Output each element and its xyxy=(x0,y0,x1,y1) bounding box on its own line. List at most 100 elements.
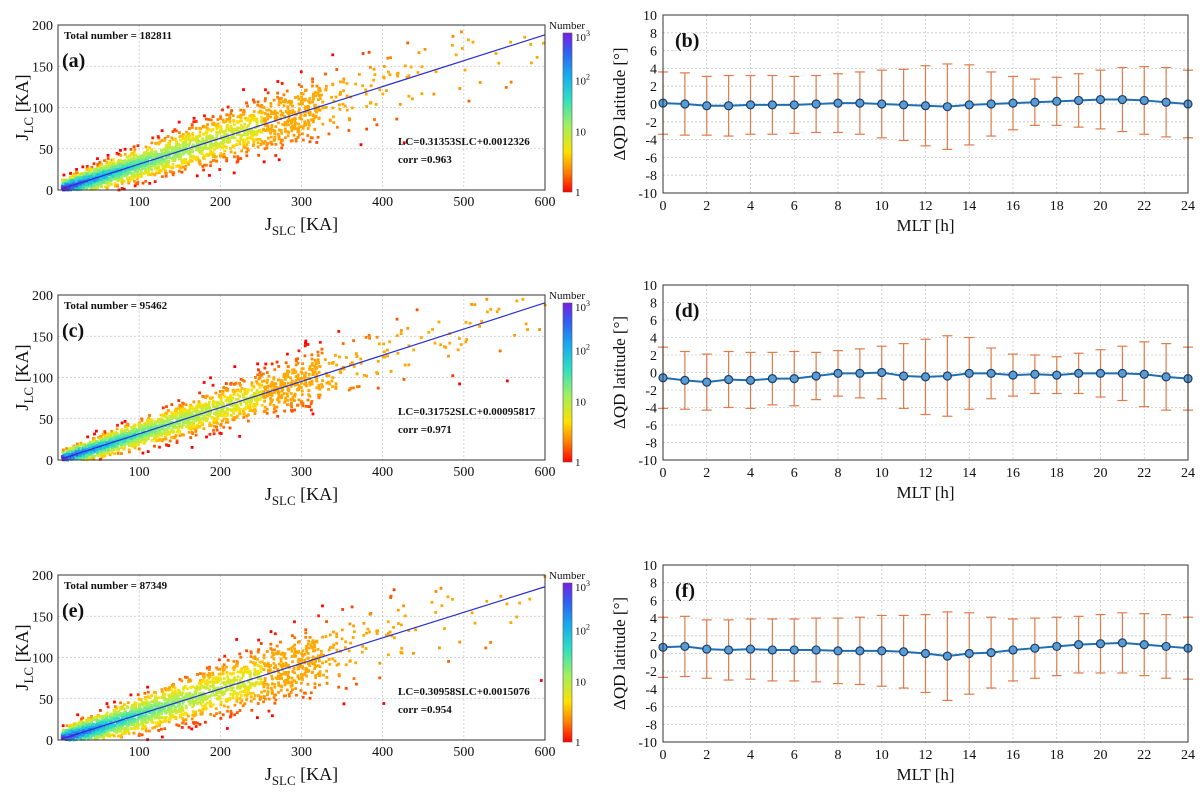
density-cell xyxy=(332,115,335,119)
density-cell xyxy=(307,111,311,115)
total-number-label: Total number = 182811 xyxy=(64,30,172,42)
density-cell xyxy=(277,365,281,368)
density-cell xyxy=(96,443,100,447)
density-cell xyxy=(204,142,208,146)
density-cell xyxy=(137,442,140,446)
density-cell xyxy=(194,120,198,123)
density-cell xyxy=(164,149,168,153)
density-cell xyxy=(61,731,65,735)
density-cell xyxy=(266,394,269,398)
density-cell xyxy=(154,439,158,443)
density-cell xyxy=(160,156,164,160)
density-cell xyxy=(345,94,349,98)
density-cell xyxy=(90,185,94,189)
density-cell xyxy=(255,381,259,385)
colorbar xyxy=(562,32,573,193)
density-cell xyxy=(230,126,234,130)
density-cell xyxy=(377,342,381,346)
density-cell xyxy=(143,429,146,432)
density-cell xyxy=(209,409,213,413)
density-cell xyxy=(269,104,273,108)
density-cell xyxy=(201,165,205,168)
density-cell xyxy=(226,117,230,121)
density-cell xyxy=(96,733,99,737)
density-cell xyxy=(268,128,272,132)
density-cell xyxy=(168,170,172,173)
density-cell xyxy=(297,349,301,353)
density-cell xyxy=(66,183,69,187)
density-cell xyxy=(194,135,198,139)
density-cell xyxy=(65,724,69,728)
density-cell xyxy=(262,119,266,123)
density-cell xyxy=(93,737,97,741)
density-cell xyxy=(108,728,112,732)
density-cell xyxy=(154,420,157,424)
density-cell xyxy=(267,374,271,378)
density-cell xyxy=(269,140,273,144)
density-cell xyxy=(134,709,138,712)
density-cell xyxy=(71,186,75,190)
density-cell xyxy=(93,187,97,191)
density-cell xyxy=(122,164,126,168)
density-cell xyxy=(83,182,86,186)
density-cell xyxy=(284,372,288,376)
density-cell xyxy=(260,118,264,121)
density-cell xyxy=(267,392,271,396)
density-cell xyxy=(166,147,170,150)
density-cell xyxy=(459,343,463,346)
density-cell xyxy=(76,185,80,189)
density-cell xyxy=(189,158,192,161)
density-cell xyxy=(238,389,242,393)
density-cell xyxy=(341,342,345,345)
density-cell xyxy=(139,438,143,441)
density-cell xyxy=(245,133,249,137)
density-cell xyxy=(74,179,78,183)
density-cell xyxy=(141,451,145,455)
density-cell xyxy=(201,137,205,141)
density-cell xyxy=(246,399,250,403)
density-cell xyxy=(257,110,261,114)
density-cell xyxy=(166,409,170,412)
density-cell xyxy=(181,411,185,415)
density-cell xyxy=(180,404,184,408)
density-cell xyxy=(325,381,329,385)
density-cell xyxy=(355,372,359,376)
density-cell xyxy=(504,85,508,89)
density-cell xyxy=(286,375,290,379)
density-cell xyxy=(136,172,140,176)
density-cell xyxy=(88,181,92,185)
density-cell xyxy=(282,392,286,395)
density-cell xyxy=(117,725,121,729)
density-cell xyxy=(263,366,267,370)
density-cell xyxy=(153,424,156,428)
density-cell xyxy=(252,130,256,133)
density-cell xyxy=(133,184,137,188)
density-cell xyxy=(378,88,382,92)
density-cell xyxy=(99,735,103,738)
density-cell xyxy=(185,425,189,428)
density-cell xyxy=(245,137,249,141)
density-cell xyxy=(290,379,294,383)
density-cell xyxy=(192,409,196,413)
density-cell xyxy=(231,114,235,118)
density-cell xyxy=(115,183,119,187)
density-cell xyxy=(407,94,411,98)
density-cell xyxy=(300,393,304,396)
density-cell xyxy=(180,159,184,163)
density-cell xyxy=(327,374,331,378)
density-cell xyxy=(181,401,184,405)
density-cell xyxy=(211,403,215,407)
density-cell xyxy=(234,397,238,401)
density-cell xyxy=(368,336,372,340)
density-cell xyxy=(187,135,191,139)
density-cell xyxy=(251,144,255,148)
density-cell xyxy=(162,148,165,152)
density-cell xyxy=(290,119,294,123)
density-cell xyxy=(190,407,194,410)
density-cell xyxy=(287,112,291,116)
density-cell xyxy=(526,328,529,331)
density-cell xyxy=(160,149,164,152)
density-cell xyxy=(242,88,245,91)
density-cell xyxy=(105,163,109,166)
density-cell xyxy=(116,452,120,455)
